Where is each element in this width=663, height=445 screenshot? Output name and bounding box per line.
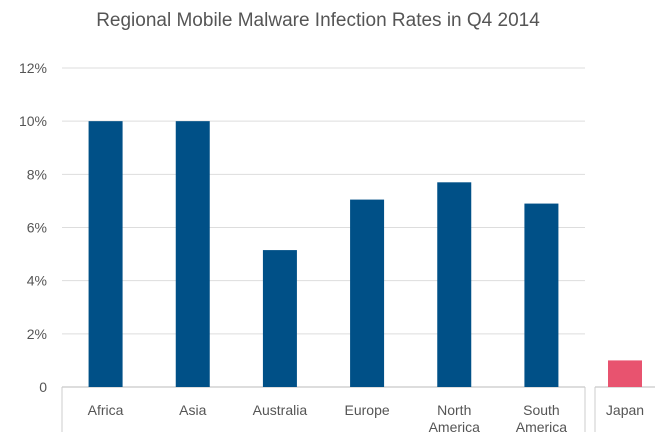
bar bbox=[88, 121, 123, 388]
bars bbox=[88, 121, 559, 388]
bar bbox=[437, 182, 472, 387]
y-tick-label: 0 bbox=[39, 379, 47, 395]
bar bbox=[262, 250, 297, 387]
y-tick-label: 10% bbox=[19, 113, 47, 129]
bar-japan bbox=[608, 360, 642, 387]
x-category-label: Australia bbox=[253, 402, 308, 418]
chart-title: Regional Mobile Malware Infection Rates … bbox=[96, 10, 540, 31]
y-tick-label: 12% bbox=[19, 60, 47, 76]
y-tick-label: 6% bbox=[27, 220, 47, 236]
x-category-label-japan: Japan bbox=[606, 402, 644, 418]
y-tick-label: 2% bbox=[27, 326, 47, 342]
japan-panel: Japan bbox=[594, 360, 655, 432]
y-tick-label: 8% bbox=[27, 166, 47, 182]
x-category-label: Asia bbox=[179, 402, 206, 418]
y-tick-label: 4% bbox=[27, 273, 47, 289]
bar bbox=[175, 121, 210, 388]
x-category-label: America bbox=[429, 419, 481, 435]
x-axis-categories: Africa Asia Australia Europe NorthAmericaSou… bbox=[88, 402, 568, 435]
x-category-label: America bbox=[516, 419, 568, 435]
bar bbox=[350, 199, 385, 387]
y-axis-ticks: 0 2% 4% 6% 8% 10% 12% bbox=[19, 60, 47, 395]
bar bbox=[524, 203, 559, 387]
gridlines bbox=[62, 67, 585, 335]
x-category-label: North bbox=[437, 402, 471, 418]
x-category-label: Africa bbox=[88, 402, 124, 418]
x-category-label: South bbox=[523, 402, 560, 418]
x-category-label: Europe bbox=[345, 402, 390, 418]
